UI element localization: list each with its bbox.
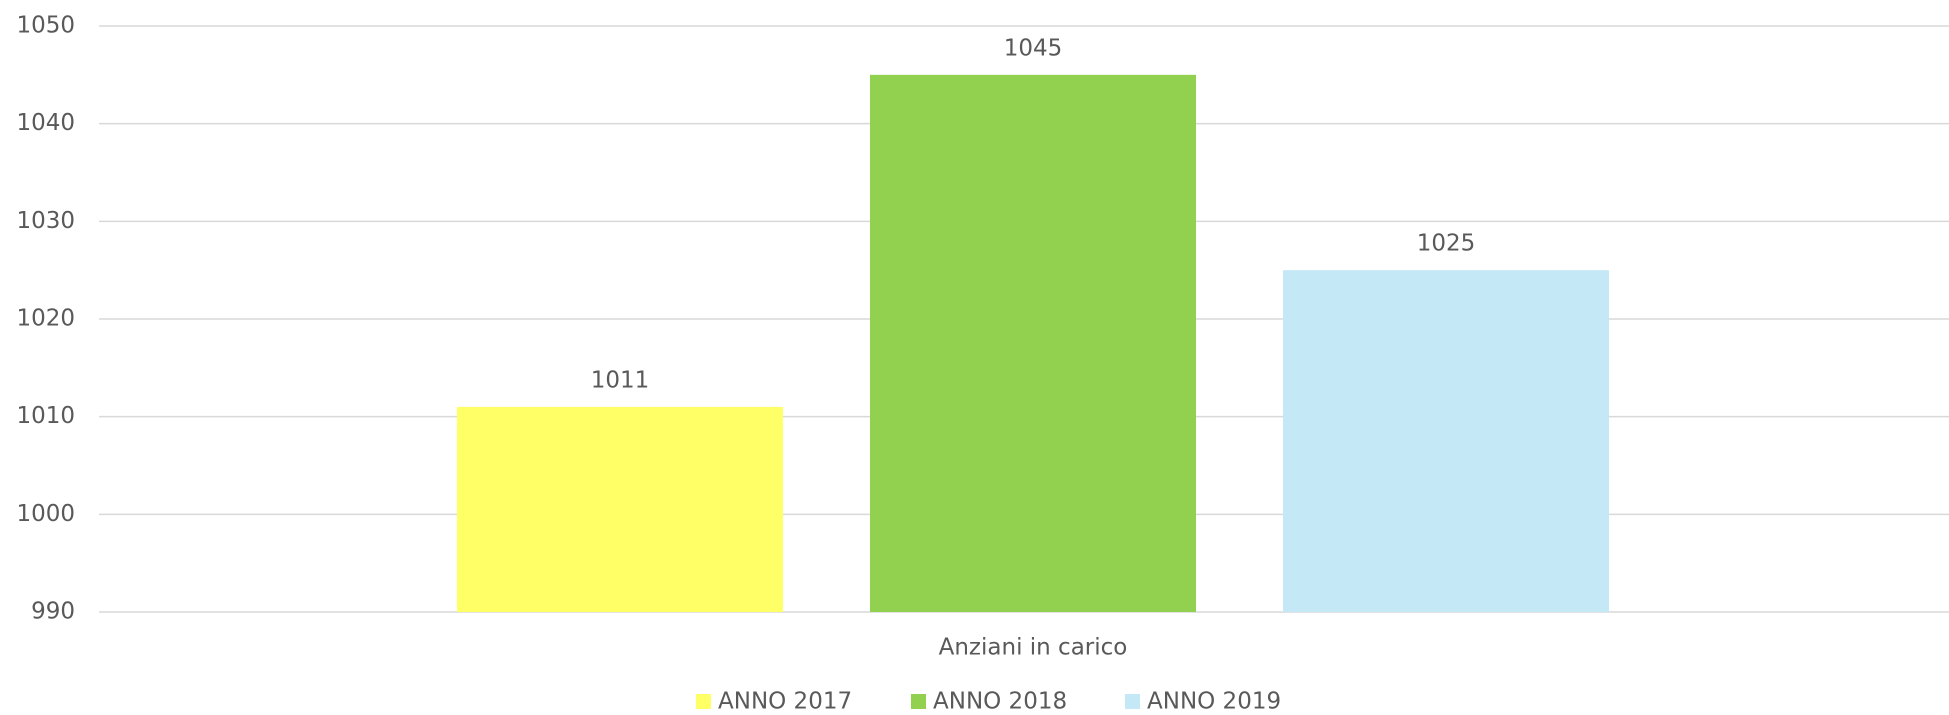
y-tick-label: 1020 (16, 306, 75, 332)
y-tick-label: 1030 (16, 208, 75, 234)
bar (1283, 270, 1609, 612)
legend-swatch (696, 694, 711, 709)
y-tick-label: 1000 (16, 501, 75, 527)
x-tick-label: Anziani in carico (939, 635, 1128, 661)
y-tick-label: 1040 (16, 110, 75, 136)
y-tick-label: 1050 (16, 13, 75, 39)
data-label: 1045 (1004, 35, 1063, 61)
y-tick-label: 990 (31, 599, 75, 625)
data-label: 1011 (591, 367, 650, 393)
legend-swatch (911, 694, 926, 709)
legend-label: ANNO 2019 (1147, 689, 1281, 715)
legend-label: ANNO 2018 (933, 689, 1067, 715)
legend-swatch (1125, 694, 1140, 709)
legend-label: ANNO 2017 (718, 689, 852, 715)
y-tick-label: 1010 (16, 403, 75, 429)
bar (870, 74, 1196, 613)
data-label: 1025 (1417, 231, 1476, 257)
bar (457, 406, 783, 612)
